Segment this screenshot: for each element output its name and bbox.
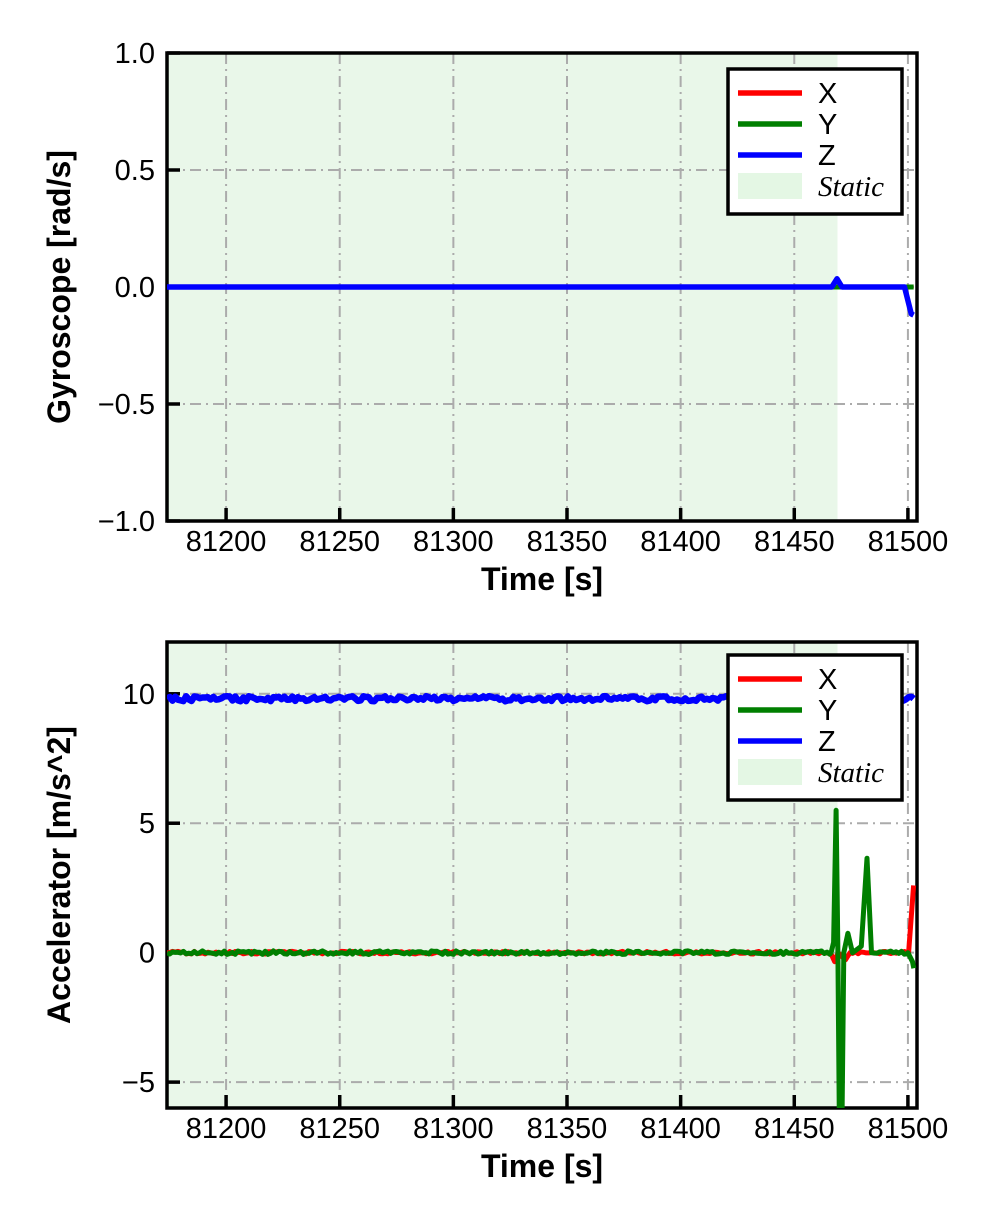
legend-sample-patch bbox=[738, 173, 802, 199]
y-tick-label: 1.0 bbox=[115, 38, 155, 70]
x-tick-label: 81250 bbox=[299, 526, 380, 558]
x-tick-label: 81500 bbox=[868, 1113, 949, 1145]
x-axis-label: Time [s] bbox=[481, 561, 603, 597]
y-tick-label: 5 bbox=[139, 808, 155, 840]
legend-sample-patch bbox=[738, 759, 802, 785]
y-axis-label: Gyroscope [rad/s] bbox=[41, 150, 77, 424]
y-tick-label: 0.5 bbox=[115, 155, 155, 187]
legend-label: Y bbox=[818, 695, 837, 727]
x-tick-label: 81500 bbox=[868, 526, 949, 558]
x-tick-label: 81350 bbox=[527, 526, 608, 558]
legend-label: Static bbox=[818, 171, 884, 203]
y-tick-label: −5 bbox=[122, 1067, 155, 1099]
legend-label: Z bbox=[818, 726, 836, 758]
y-tick-label: 10 bbox=[123, 679, 155, 711]
series-z-line bbox=[167, 276, 915, 318]
legend-label: Y bbox=[818, 109, 837, 141]
y-tick-label: −1.0 bbox=[98, 506, 155, 538]
x-tick-label: 81200 bbox=[186, 1113, 267, 1145]
x-tick-label: 81200 bbox=[186, 526, 267, 558]
legend-label: X bbox=[818, 664, 837, 696]
x-tick-label: 81400 bbox=[640, 1113, 721, 1145]
y-tick-label: −0.5 bbox=[98, 389, 155, 421]
plot-frame bbox=[165, 640, 919, 1110]
y-tick-label: 0 bbox=[139, 938, 155, 970]
legend-label: X bbox=[818, 78, 837, 110]
x-axis-label: Time [s] bbox=[481, 1148, 603, 1184]
chart-svg: 81200 81250 81300 81350 81400 81450 81500 −1.0 −… bbox=[41, 38, 949, 597]
series-group bbox=[167, 276, 915, 318]
gyroscope-chart: 81200 81250 81300 81350 81400 81450 81500 −1.0 −… bbox=[41, 38, 949, 597]
static-region bbox=[167, 642, 838, 1108]
chart-svg: 81200 81250 81300 81350 81400 81450 81500 −5 0 5 1… bbox=[41, 640, 949, 1184]
y-axis-label: Accelerator [m/s^2] bbox=[41, 726, 77, 1024]
x-tick-label: 81400 bbox=[640, 526, 721, 558]
x-tick-label: 81250 bbox=[299, 1113, 380, 1145]
x-tick-label: 81350 bbox=[527, 1113, 608, 1145]
x-tick-label: 81300 bbox=[413, 1113, 494, 1145]
accelerator-chart: 81200 81250 81300 81350 81400 81450 81500 −5 0 5 1… bbox=[0, 620, 992, 1228]
x-tick-label: 81450 bbox=[754, 1113, 835, 1145]
x-tick-label: 81450 bbox=[754, 526, 835, 558]
legend-label: Static bbox=[818, 757, 884, 789]
legend-label: Z bbox=[818, 140, 836, 172]
series-y-line bbox=[167, 807, 917, 1108]
x-tick-label: 81300 bbox=[413, 526, 494, 558]
y-tick-label: 0.0 bbox=[115, 272, 155, 304]
